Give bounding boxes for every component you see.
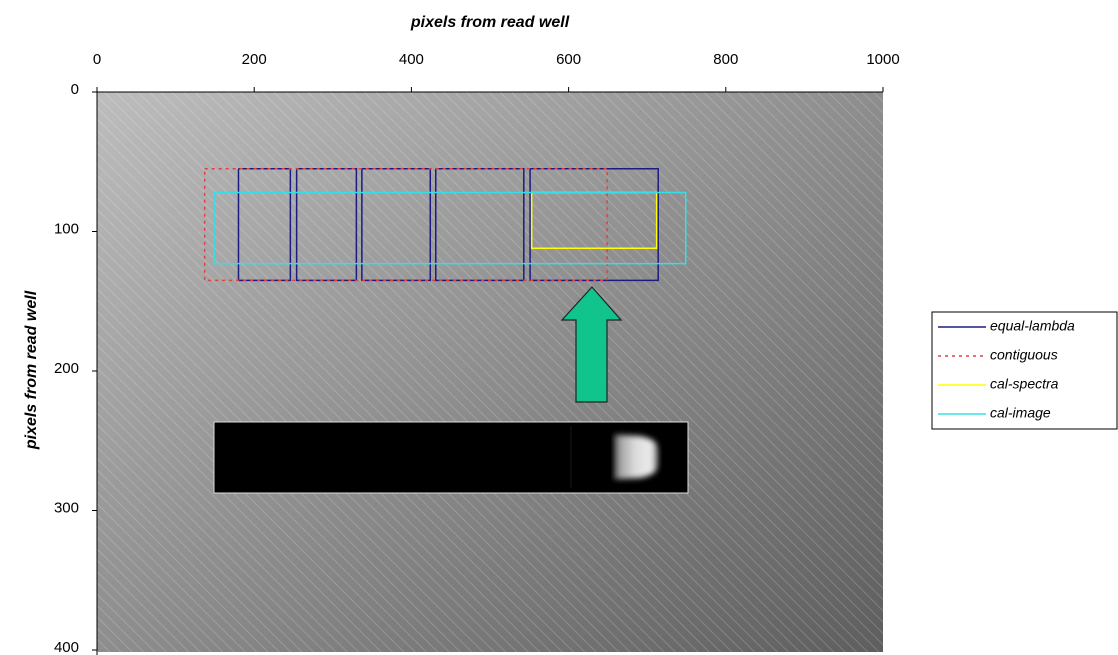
y-tick-label: 100 (54, 220, 79, 237)
plot-hatch (97, 92, 883, 652)
y-tick-label: 300 (54, 499, 79, 516)
x-tick-label: 200 (242, 51, 267, 68)
chart: pixels from read well pixels from read w… (0, 0, 1118, 655)
x-axis-label: pixels from read well (410, 14, 570, 31)
legend-label: cal-image (990, 405, 1051, 421)
y-tick-label: 200 (54, 360, 79, 377)
spectrum-image (214, 422, 688, 493)
legend-label: contiguous (990, 347, 1058, 363)
y-tick-label: 0 (71, 81, 79, 98)
x-tick-label: 800 (713, 51, 738, 68)
x-tick-label: 400 (399, 51, 424, 68)
x-tick-label: 1000 (866, 51, 899, 68)
y-tick-label: 400 (54, 639, 79, 655)
legend-label: equal-lambda (990, 318, 1075, 334)
x-tick-label: 600 (556, 51, 581, 68)
x-tick-label: 0 (93, 51, 101, 68)
y-axis-label: pixels from read well (23, 290, 40, 450)
legend-label: cal-spectra (990, 376, 1059, 392)
